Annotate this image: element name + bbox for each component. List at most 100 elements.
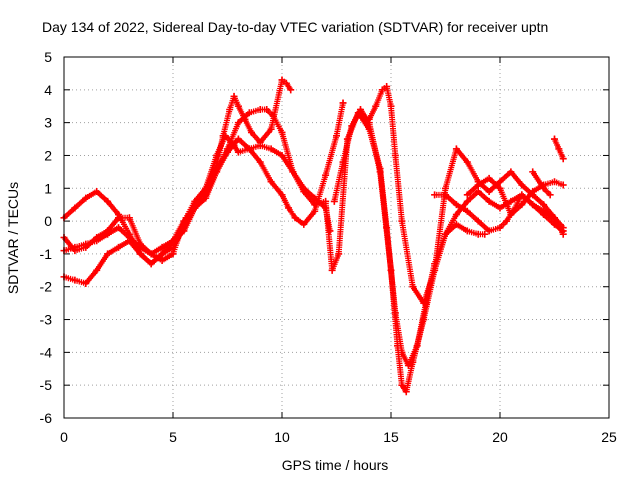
data-point: [234, 102, 242, 110]
data-point: [335, 250, 343, 258]
data-point: [481, 230, 489, 238]
data-point: [328, 266, 336, 274]
data-point: [180, 227, 188, 235]
data-point: [420, 299, 428, 307]
data-point: [383, 83, 391, 91]
data-point: [551, 178, 558, 186]
data-point: [282, 79, 290, 87]
data-point: [452, 211, 460, 219]
data-point: [365, 115, 373, 123]
y-tick-label: 1: [44, 180, 52, 196]
data-point: [559, 230, 567, 238]
data-point: [136, 250, 144, 258]
data-point: [452, 201, 460, 209]
data-point: [507, 211, 515, 219]
data-point: [496, 204, 504, 212]
y-tick-label: -4: [40, 344, 53, 360]
y-axis-label: SDTVAR / TECUs: [5, 182, 21, 294]
data-point: [463, 207, 471, 215]
data-point: [356, 106, 364, 114]
data-point: [115, 224, 122, 232]
series-track-5: [330, 106, 567, 396]
data-point: [442, 191, 449, 199]
data-point: [463, 158, 471, 166]
y-tick-label: -5: [40, 377, 53, 393]
data-point: [409, 358, 417, 366]
data-point: [269, 112, 277, 120]
data-point: [93, 266, 101, 274]
data-point: [191, 197, 199, 205]
data-point: [267, 178, 275, 186]
data-point: [224, 148, 231, 156]
series-track-10: [551, 135, 567, 163]
y-tick-label: -1: [40, 246, 53, 262]
data-point: [507, 197, 515, 205]
data-point: [278, 191, 286, 199]
data-point: [348, 122, 356, 130]
data-point: [125, 214, 133, 222]
data-point: [104, 250, 112, 258]
axis-ticks: 0 5 10 15 20 25 -6 -5 -4 -3 -2 -1 0 1 2 3 4 5: [40, 49, 617, 445]
data-point: [82, 240, 90, 248]
data-point: [300, 188, 308, 196]
data-point: [311, 201, 319, 209]
data-point: [391, 151, 399, 159]
data-point: [551, 214, 558, 222]
data-point: [496, 178, 504, 186]
data-point: [540, 201, 548, 209]
data-point: [82, 194, 90, 202]
data-point: [267, 125, 275, 133]
data-point: [291, 214, 299, 222]
data-point: [496, 224, 504, 232]
y-tick-label: 2: [44, 147, 52, 163]
data-point: [136, 243, 144, 251]
data-point: [71, 243, 79, 251]
data-point: [82, 279, 90, 287]
data-point: [372, 102, 380, 110]
data-point: [463, 227, 471, 235]
series-track-9: [529, 168, 554, 199]
data-point: [540, 207, 548, 215]
data-series: [60, 76, 567, 396]
data-point: [234, 119, 242, 127]
data-point: [158, 243, 166, 251]
data-point: [247, 128, 255, 136]
data-point: [256, 158, 264, 166]
data-point: [485, 197, 493, 205]
data-point: [431, 191, 439, 199]
data-point: [378, 86, 386, 94]
data-point: [518, 201, 526, 209]
data-point: [339, 158, 347, 166]
data-point: [158, 256, 166, 264]
data-point: [322, 197, 330, 205]
data-point: [213, 168, 221, 176]
data-point: [330, 197, 338, 205]
data-point: [256, 142, 264, 150]
data-point: [474, 181, 482, 189]
plot-frame: [63, 56, 610, 419]
data-point: [507, 168, 515, 176]
data-point: [485, 174, 493, 182]
data-point: [431, 266, 439, 274]
data-point: [474, 230, 482, 238]
data-point: [546, 191, 554, 199]
y-tick-label: 0: [44, 213, 52, 229]
data-point: [125, 234, 133, 241]
data-point: [311, 207, 319, 215]
data-point: [529, 168, 537, 176]
data-point: [485, 188, 493, 196]
data-point: [518, 191, 526, 199]
data-point: [169, 243, 177, 251]
data-point: [263, 106, 271, 114]
data-point: [278, 76, 286, 84]
data-point: [245, 109, 253, 117]
data-point: [387, 102, 395, 110]
data-point: [474, 188, 482, 196]
data-point: [285, 204, 293, 212]
data-point: [404, 361, 412, 369]
chart-title: Day 134 of 2022, Sidereal Day-to-day VTE…: [42, 19, 548, 35]
data-point: [169, 250, 177, 258]
data-point: [300, 220, 308, 228]
data-point: [115, 214, 122, 222]
